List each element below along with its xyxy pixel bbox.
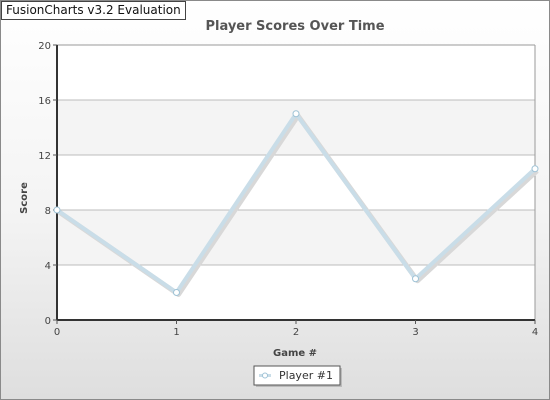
- x-axis-ticks: 0 1 2 3 4: [54, 320, 538, 338]
- plot-band: [57, 155, 535, 210]
- plot-band: [57, 265, 535, 320]
- plot-band: [57, 100, 535, 155]
- x-tick-label: 1: [173, 327, 179, 338]
- y-axis-label: Score: [19, 182, 30, 214]
- data-point[interactable]: [531, 165, 539, 173]
- x-tick-label: 3: [412, 327, 418, 338]
- plot-band: [57, 45, 535, 100]
- y-tick-label: 8: [45, 206, 51, 217]
- legend: Player #1: [253, 365, 342, 387]
- y-axis-ticks: 0 4 8 12 16 20: [38, 41, 57, 327]
- legend-label[interactable]: Player #1: [279, 369, 333, 382]
- data-point[interactable]: [53, 206, 61, 214]
- plot-band: [57, 210, 535, 265]
- evaluation-watermark: FusionCharts v3.2 Evaluation: [1, 1, 186, 20]
- y-tick-label: 0: [45, 316, 51, 327]
- x-tick-label: 4: [532, 327, 538, 338]
- data-point[interactable]: [292, 110, 300, 118]
- chart-title: Player Scores Over Time: [205, 19, 384, 34]
- x-axis-label: Game #: [273, 348, 317, 359]
- plot-area: [57, 45, 535, 320]
- legend-box: [253, 365, 341, 386]
- y-tick-label: 12: [38, 151, 51, 162]
- data-point[interactable]: [173, 289, 180, 296]
- y-tick-label: 20: [38, 41, 51, 52]
- gridlines: [56, 44, 536, 321]
- y-tick-label: 4: [45, 261, 51, 272]
- x-tick-label: 2: [293, 327, 299, 338]
- series-layer: [53, 110, 539, 297]
- y-tick-label: 16: [38, 96, 51, 107]
- data-point[interactable]: [412, 275, 419, 283]
- legend-marker: [262, 372, 268, 379]
- x-tick-label: 0: [54, 327, 60, 338]
